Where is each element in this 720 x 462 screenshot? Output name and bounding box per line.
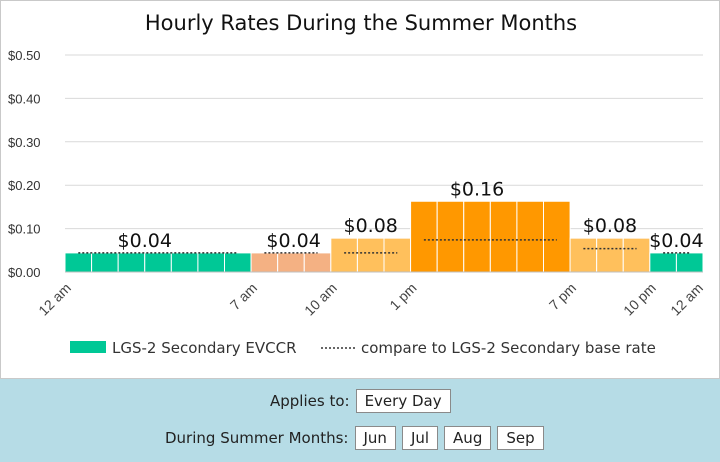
bar-hour-10: [330, 237, 358, 273]
chart-title: Hourly Rates During the Summer Months: [144, 11, 578, 35]
bar-hour-4: [170, 252, 199, 273]
bar-hour-15: [463, 200, 491, 273]
x-tick-label: 1 pm: [386, 280, 419, 313]
bar-hour-11: [356, 237, 385, 273]
applies-every-day-button[interactable]: Every Day: [355, 389, 451, 413]
bar-hour-23: [675, 252, 704, 273]
y-tick-label: $0.30: [8, 135, 41, 150]
bar-hour-3: [144, 252, 172, 273]
bar-hour-0: [64, 252, 93, 273]
bar-hour-12: [383, 237, 412, 273]
bar-hour-8: [277, 252, 305, 273]
legend-label-base-rate: compare to LGS-2 Secondary base rate: [361, 339, 656, 357]
bar-hour-6: [224, 252, 252, 273]
month-aug-button[interactable]: Aug: [444, 426, 492, 450]
x-tick-label: 12 am: [667, 280, 706, 319]
bar-hour-20: [596, 237, 624, 273]
bar-hour-21: [622, 237, 651, 273]
bar-hour-9: [303, 252, 332, 273]
month-jul-button[interactable]: Jul: [401, 426, 439, 450]
bar-hour-18: [543, 200, 571, 273]
value-label: $0.08: [583, 215, 637, 237]
legend-swatch-evccr: [70, 341, 106, 353]
bar-hour-1: [91, 252, 119, 273]
bar-hour-14: [436, 200, 465, 273]
x-tick-label: 7 am: [227, 280, 260, 313]
x-tick-label: 12 am: [35, 280, 74, 319]
x-tick-label: 10 pm: [620, 280, 659, 319]
bar-hour-22: [649, 252, 677, 273]
y-tick-label: $0.00: [8, 265, 41, 280]
rate-chart: $0.50 $0.40 $0.30 $0.20 $0.10 $0.00 $0.04 $0.04…: [8, 48, 706, 357]
value-label: $0.04: [118, 230, 172, 252]
applies-label: Applies to:: [270, 392, 350, 410]
legend-label-evccr: LGS-2 Secondary EVCCR: [112, 339, 297, 357]
y-tick-label: $0.50: [8, 48, 41, 63]
bar-hour-2: [117, 252, 146, 273]
value-label: $0.08: [344, 215, 398, 237]
bar-hour-16: [489, 200, 518, 273]
filter-panel: Applies to: Every Day During Summer Mont…: [0, 377, 720, 462]
month-jun-button[interactable]: Jun: [354, 426, 396, 450]
x-tick-label: 7 pm: [546, 280, 579, 313]
chart-card: Hourly Rates During the Summer Months: [0, 0, 720, 379]
bar-hour-17: [516, 200, 545, 273]
month-sep-button[interactable]: Sep: [497, 426, 544, 450]
bar-hour-5: [197, 252, 226, 273]
months-label: During Summer Months:: [165, 429, 349, 447]
x-tick-label: 10 am: [301, 280, 340, 319]
y-tick-label: $0.20: [8, 178, 41, 193]
y-tick-label: $0.10: [8, 222, 41, 237]
value-label: $0.04: [266, 230, 320, 252]
value-label: $0.04: [649, 230, 703, 252]
bar-hour-7: [250, 252, 279, 273]
applies-row: Applies to: Every Day: [270, 389, 457, 413]
value-label: $0.16: [450, 178, 504, 200]
bar-hour-19: [569, 237, 598, 273]
y-tick-label: $0.40: [8, 91, 41, 106]
months-row: During Summer Months: Jun Jul Aug Sep: [165, 426, 550, 450]
bar-hour-13: [410, 200, 438, 273]
